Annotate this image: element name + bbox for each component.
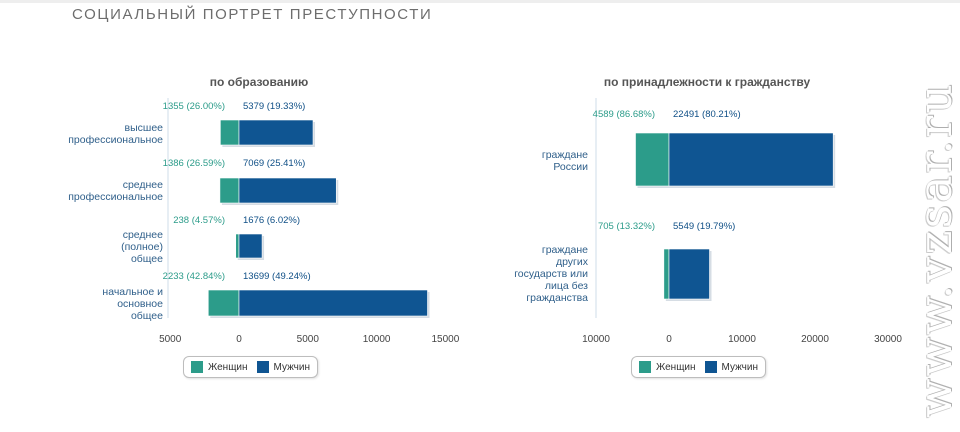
x-tick-label: 15000 <box>431 334 459 345</box>
page-title: СОЦИАЛЬНЫЙ ПОРТРЕТ ПРЕСТУПНОСТИ <box>72 6 433 23</box>
x-tick-label: 0 <box>666 334 672 345</box>
watermark: www.vzsar.ru <box>908 82 960 418</box>
data-label-women: 1386 (26.59%) <box>163 158 225 169</box>
data-label-men: 1676 (6.02%) <box>243 215 300 226</box>
category-label: гражданства <box>526 292 588 304</box>
legend-swatch-men <box>256 361 269 373</box>
bar-women <box>635 132 670 187</box>
data-label-men: 13699 (49.24%) <box>243 271 311 282</box>
bar-women <box>663 248 670 300</box>
data-label-women: 4589 (86.68%) <box>593 109 655 120</box>
x-tick-label: 20000 <box>801 334 829 345</box>
bar-men <box>238 119 314 146</box>
legend-item-women[interactable]: Женщин <box>191 361 248 373</box>
data-label-men: 5379 (19.33%) <box>243 101 305 112</box>
category-label: (полное) <box>121 241 163 253</box>
category-label: высшее <box>125 122 164 134</box>
legend-label-women: Женщин <box>208 361 248 373</box>
legend-item-men[interactable]: Мужчин <box>256 361 310 373</box>
x-tick-label: 5000 <box>297 334 320 345</box>
bar-men <box>668 248 710 300</box>
x-tick-label: 0 <box>236 334 242 345</box>
chart-title: по принадлежности к гражданству <box>604 75 811 89</box>
x-tick-label: 30000 <box>874 334 902 345</box>
citizenship-legend[interactable]: Женщин Мужчин <box>631 356 766 378</box>
category-label: начальное и <box>102 286 163 298</box>
legend-item-women[interactable]: Женщин <box>639 361 696 373</box>
legend-label-women: Женщин <box>656 361 696 373</box>
category-label: основное <box>117 298 163 310</box>
bar-men <box>668 132 834 187</box>
education-legend[interactable]: Женщин Мужчин <box>183 356 318 378</box>
top-border <box>0 0 960 3</box>
category-label: среднее <box>123 229 163 241</box>
category-label: граждане <box>542 244 588 256</box>
category-label: среднее <box>123 179 163 191</box>
category-label: профессиональное <box>68 191 163 203</box>
data-label-women: 2233 (42.84%) <box>163 271 225 282</box>
chart-title: по образованию <box>210 75 309 89</box>
category-label: других <box>556 256 589 268</box>
data-label-women: 705 (13.32%) <box>598 221 655 232</box>
data-label-men: 22491 (80.21%) <box>673 109 741 120</box>
legend-label-men: Мужчин <box>273 361 310 373</box>
legend-swatch-men <box>704 361 717 373</box>
bar-men <box>238 289 428 317</box>
category-label: общее <box>131 253 163 265</box>
category-label: России <box>553 161 588 173</box>
data-label-men: 7069 (25.41%) <box>243 158 305 169</box>
data-label-women: 1355 (26.00%) <box>163 101 225 112</box>
x-tick-label: 5000 <box>159 334 182 345</box>
category-label: профессиональное <box>68 134 163 146</box>
x-tick-label: 10000 <box>728 334 756 345</box>
legend-item-men[interactable]: Мужчин <box>704 361 758 373</box>
x-tick-label: 10000 <box>363 334 391 345</box>
category-label: общее <box>131 310 163 322</box>
category-label: государств или <box>514 268 588 280</box>
data-label-men: 5549 (19.79%) <box>673 221 735 232</box>
bar-men <box>238 177 337 204</box>
legend-label-men: Мужчин <box>721 361 758 373</box>
legend-swatch-women <box>639 361 651 373</box>
legend-swatch-women <box>191 361 203 373</box>
category-label: граждане <box>542 149 588 161</box>
x-tick-label: 10000 <box>582 334 610 345</box>
bar-men <box>238 233 263 259</box>
data-label-women: 238 (4.57%) <box>173 215 225 226</box>
category-label: лица без <box>545 280 588 292</box>
